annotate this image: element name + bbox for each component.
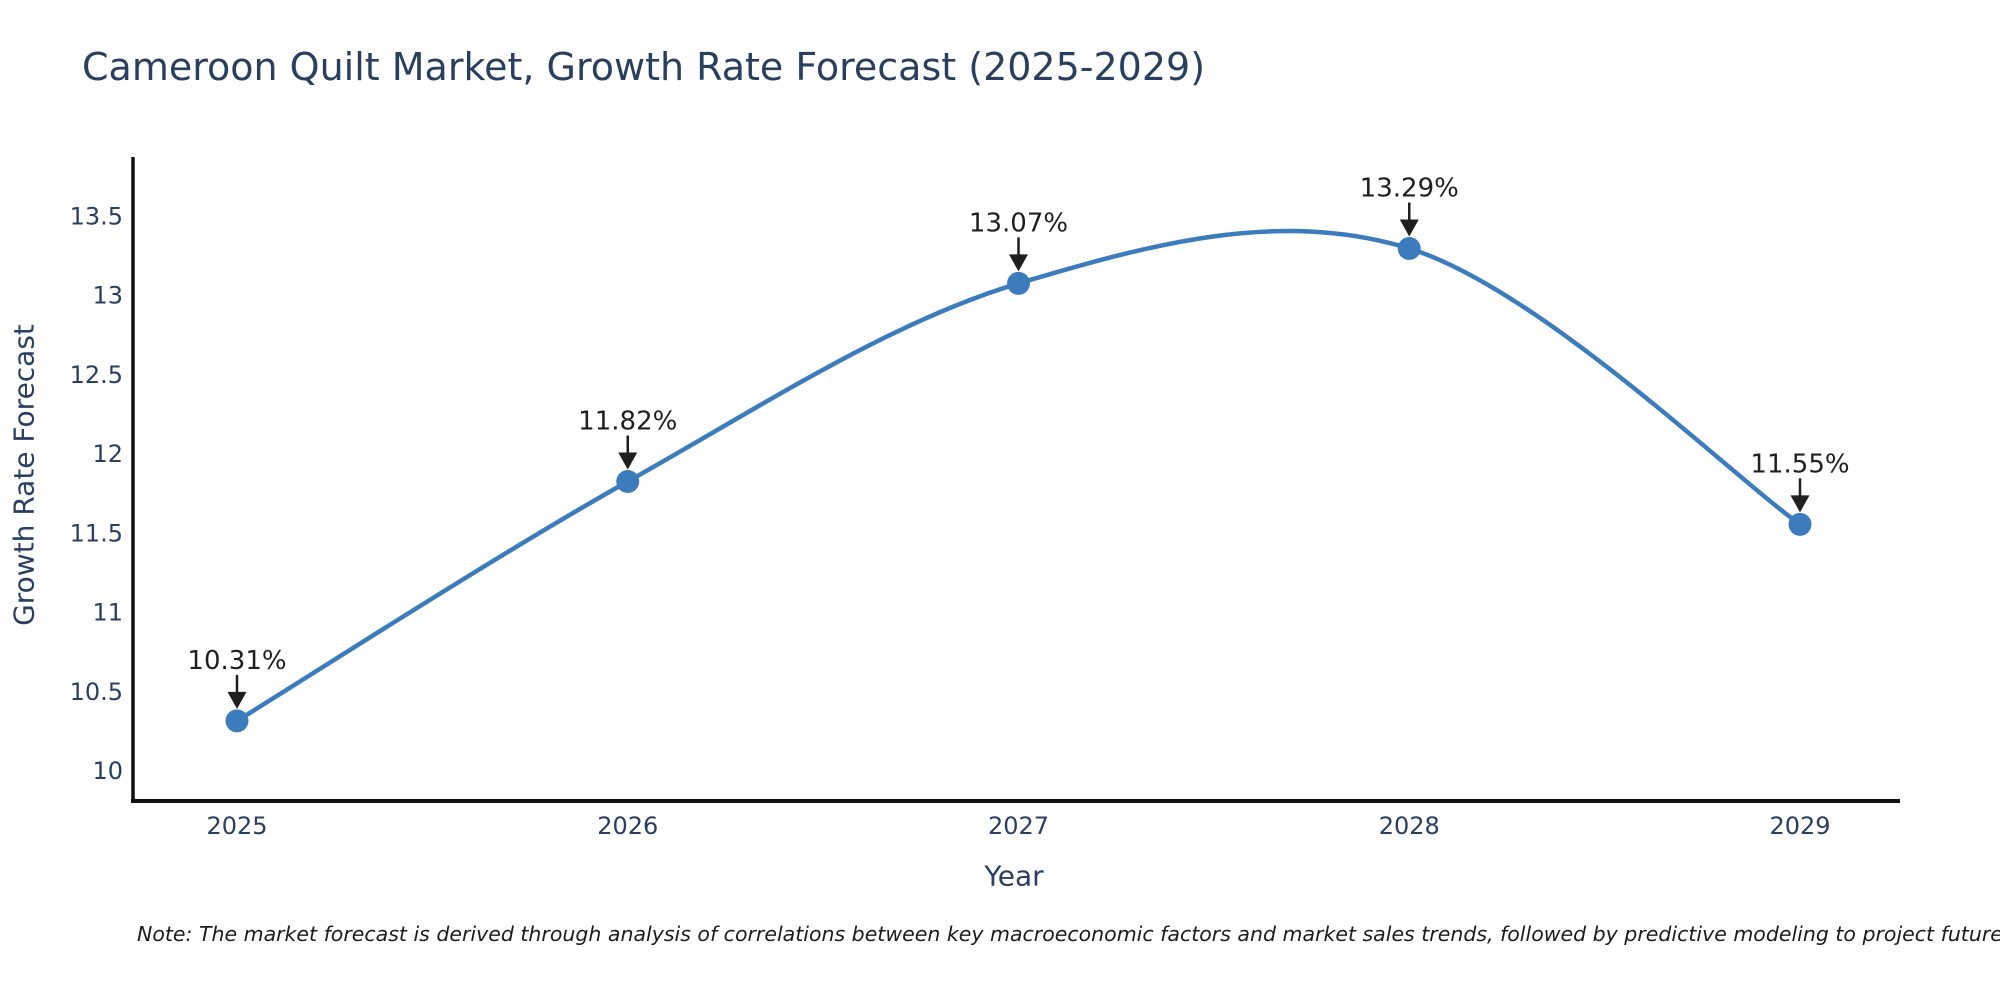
x-tick-label: 2026 [597,812,658,840]
data-point-marker [1788,512,1812,536]
y-tick-label: 10 [92,757,123,785]
point-value-label: 11.82% [578,407,677,437]
y-tick-label: 11 [92,599,123,627]
x-tick-label: 2029 [1769,812,1830,840]
y-tick-label: 10.5 [70,678,123,706]
point-value-label: 10.31% [187,646,286,676]
forecast-line [234,228,1803,724]
footnote: Note: The market forecast is derived thr… [137,922,2000,946]
x-tick-label: 2028 [1379,812,1440,840]
annotation-arrow-head-icon [1790,495,1810,513]
annotation-arrow-head-icon [1399,219,1419,237]
annotation-arrow-head-icon [618,452,638,470]
annotation-arrow-head-icon [1009,254,1028,272]
data-point-marker [616,470,640,494]
y-tick-label: 12.5 [70,361,123,389]
point-value-label: 13.29% [1360,174,1459,204]
y-tick-label: 13.5 [70,202,123,230]
point-value-label: 11.55% [1750,449,1849,479]
data-point-marker [225,709,249,733]
chart-title: Cameroon Quilt Market, Growth Rate Forec… [82,45,1206,89]
y-tick-label: 11.5 [70,519,123,547]
x-tick-label: 2025 [206,812,267,840]
y-tick-label: 13 [92,282,123,310]
data-point-marker [1007,271,1030,295]
annotation-arrow-head-icon [227,691,247,709]
data-point-marker [1397,237,1421,261]
y-tick-label: 12 [92,440,123,468]
x-axis-title: Year [984,859,1044,893]
x-tick-label: 2027 [988,812,1049,840]
point-value-label: 13.07% [969,208,1068,238]
